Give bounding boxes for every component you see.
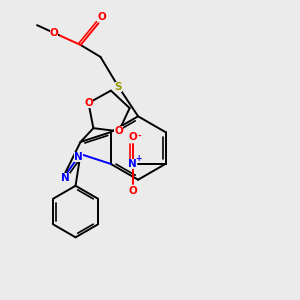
- Text: O: O: [97, 12, 106, 22]
- Text: +: +: [136, 154, 142, 164]
- Text: N: N: [74, 152, 83, 162]
- Text: N: N: [128, 159, 137, 169]
- Text: O: O: [84, 98, 93, 108]
- Text: O: O: [128, 186, 137, 196]
- Text: N: N: [61, 173, 70, 183]
- Text: O: O: [114, 126, 123, 136]
- Text: O: O: [50, 28, 58, 38]
- Text: O: O: [128, 132, 137, 142]
- Text: -: -: [138, 132, 142, 141]
- Text: S: S: [115, 82, 122, 92]
